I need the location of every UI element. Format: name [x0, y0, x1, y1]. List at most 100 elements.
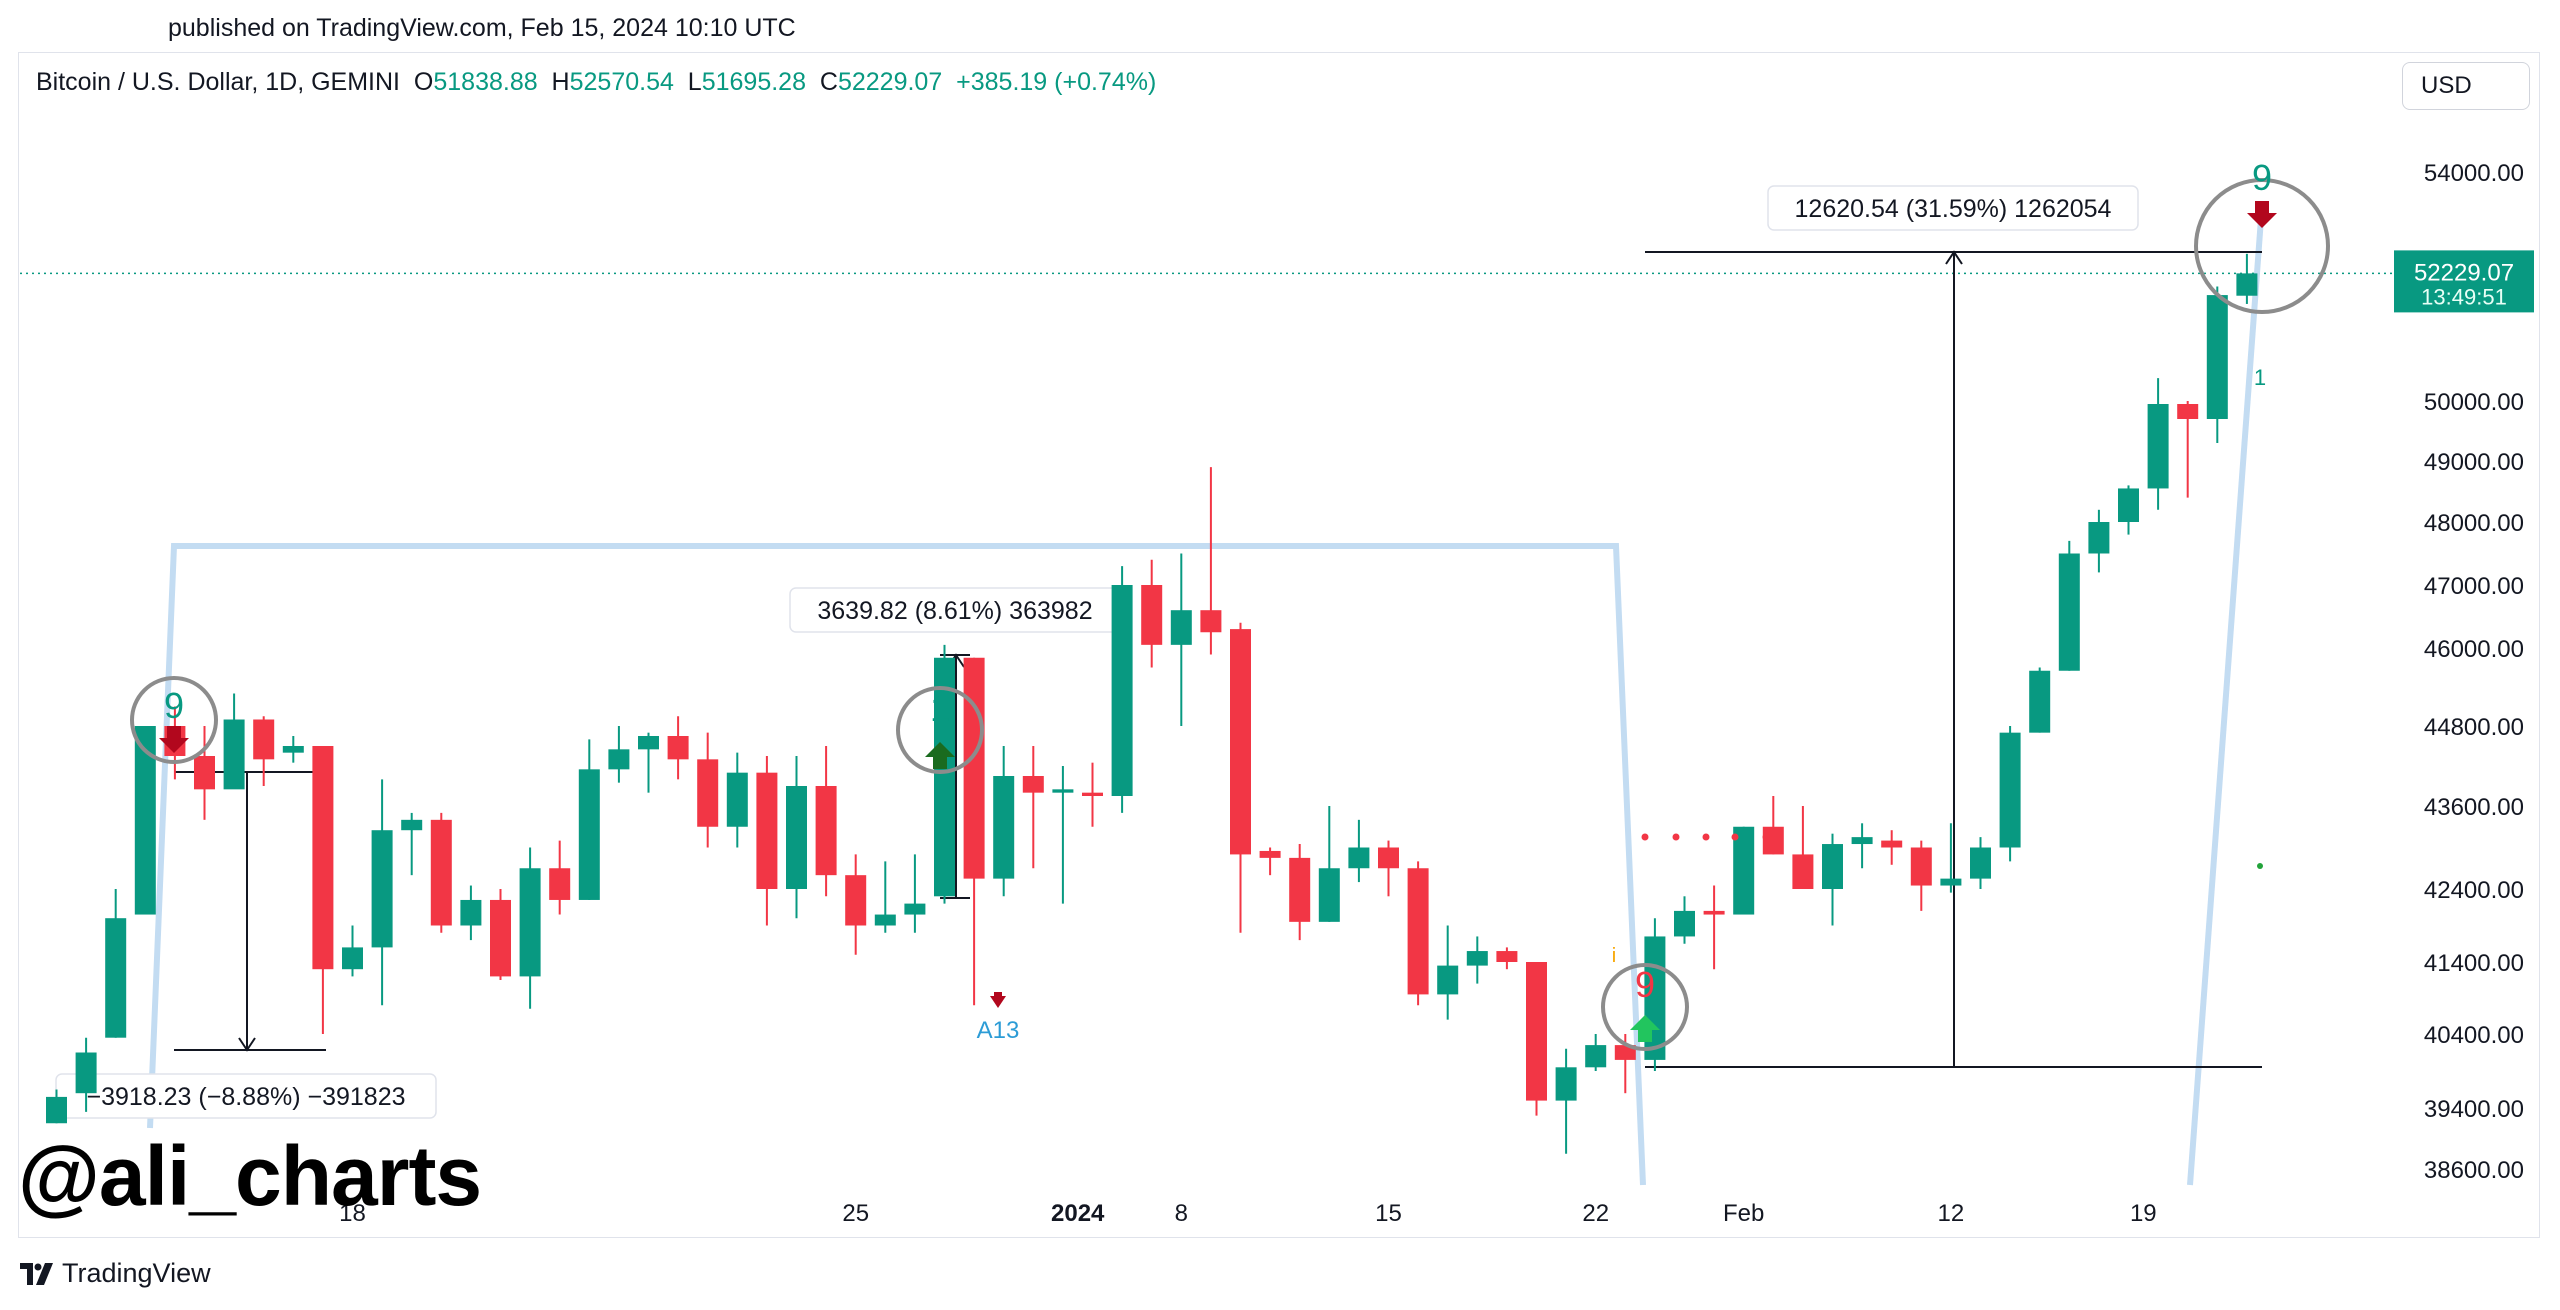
candle[interactable] [46, 1089, 67, 1124]
candle[interactable] [2088, 509, 2110, 573]
candle[interactable] [1141, 559, 1163, 668]
candle[interactable] [1940, 823, 1962, 893]
symbol-title[interactable]: Bitcoin / U.S. Dollar, 1D, GEMINI [36, 68, 400, 96]
arrow-up-icon [1630, 1015, 1660, 1042]
candle[interactable] [726, 752, 748, 848]
signal-circle [1601, 963, 1689, 1051]
candle[interactable] [1792, 806, 1814, 889]
candle[interactable] [223, 693, 245, 790]
td-signal[interactable]: 9 [2194, 157, 2330, 314]
candle[interactable] [1111, 566, 1133, 813]
candle[interactable] [638, 732, 659, 793]
candle[interactable] [1230, 622, 1251, 933]
candle[interactable] [1289, 844, 1311, 941]
measurement-layer: 3639.82 (8.61%) 363982 12620.54 (31.59%) … [55, 185, 2262, 1119]
candle[interactable] [904, 854, 926, 933]
candle[interactable] [2147, 378, 2169, 510]
candle[interactable] [1437, 925, 1459, 1020]
candle[interactable] [1318, 806, 1340, 922]
tradingview-logo[interactable]: TradingView [20, 1258, 211, 1289]
measure-label-text: −3918.23 (−8.88%) −391823 [86, 1083, 405, 1111]
candle[interactable] [993, 746, 1015, 897]
measure-label-jan[interactable]: 3639.82 (8.61%) 363982 [789, 587, 1121, 633]
candle[interactable] [1733, 826, 1755, 915]
range-guide-line[interactable] [147, 543, 1646, 1186]
candle[interactable] [460, 885, 482, 941]
candle[interactable] [1822, 833, 1843, 926]
currency-selector[interactable]: USD [2402, 62, 2530, 110]
candle[interactable] [2236, 253, 2258, 304]
candle-body [134, 726, 156, 915]
candle[interactable] [2118, 485, 2139, 535]
candle[interactable] [1407, 861, 1429, 1006]
candle[interactable] [519, 847, 541, 1009]
candle[interactable] [549, 840, 571, 915]
candle[interactable] [845, 854, 867, 955]
candle[interactable] [134, 726, 156, 915]
candle[interactable] [608, 726, 630, 783]
candle[interactable] [401, 812, 423, 876]
td-signal[interactable]: 9 [130, 676, 218, 764]
candle[interactable] [253, 716, 275, 786]
candle[interactable] [1259, 847, 1281, 876]
candle[interactable] [667, 716, 689, 780]
candle[interactable] [786, 756, 807, 919]
candle-body [845, 875, 867, 926]
candle[interactable] [75, 1037, 97, 1112]
candle[interactable] [342, 925, 363, 977]
candle-body [1970, 847, 1991, 879]
candle[interactable] [1200, 467, 1222, 655]
td-signal[interactable]: 1 [896, 686, 984, 774]
candle[interactable] [1052, 766, 1074, 904]
candle[interactable] [1762, 796, 1784, 855]
candle[interactable] [697, 732, 719, 848]
candle[interactable] [1970, 837, 1991, 889]
measure-tool-feb[interactable] [1645, 250, 2262, 1068]
candle[interactable] [194, 726, 215, 820]
arrow-down-icon [2247, 201, 2277, 228]
candle[interactable] [1851, 823, 1873, 869]
candle[interactable] [1170, 553, 1192, 727]
candle[interactable] [2029, 667, 2051, 733]
candle[interactable] [1910, 840, 1932, 911]
candle[interactable] [578, 739, 600, 900]
candle[interactable] [1348, 819, 1370, 883]
measure-tool-dec[interactable] [174, 771, 326, 1052]
candle[interactable] [430, 812, 452, 933]
candle[interactable] [1082, 762, 1103, 827]
markers-layer: 9 1 9 9 A13 1 i [130, 157, 2330, 1051]
y-tick-label: 38600.00 [2424, 1157, 2524, 1184]
measure-label-dec[interactable]: −3918.23 (−8.88%) −391823 [55, 1073, 437, 1119]
candle[interactable] [1585, 1034, 1607, 1071]
candle[interactable] [963, 657, 985, 1006]
candle[interactable] [2177, 401, 2199, 498]
candle[interactable] [1022, 746, 1044, 869]
candle[interactable] [490, 889, 511, 980]
candle[interactable] [756, 756, 778, 926]
breakout-guide-line[interactable] [2187, 204, 2265, 1186]
candle[interactable] [1378, 840, 1399, 897]
candle[interactable] [312, 746, 334, 1034]
candle[interactable] [1466, 936, 1488, 984]
candle-body [1999, 732, 2021, 848]
measure-label-feb[interactable]: 12620.54 (31.59%) 1262054 [1767, 185, 2139, 231]
candle[interactable] [1703, 885, 1725, 970]
candle[interactable] [815, 746, 837, 897]
candle[interactable] [1999, 726, 2021, 862]
candle[interactable] [874, 861, 896, 933]
candle[interactable] [2206, 286, 2228, 444]
candle[interactable] [1496, 947, 1518, 970]
a13-marker[interactable]: A13 [977, 992, 1020, 1044]
candle[interactable] [105, 889, 127, 1038]
candle[interactable] [371, 779, 393, 1006]
candle[interactable] [1674, 896, 1695, 944]
candle[interactable] [282, 736, 304, 763]
candle[interactable] [1555, 1048, 1577, 1154]
candle[interactable] [934, 644, 955, 904]
candle[interactable] [2058, 540, 2080, 671]
candle[interactable] [1526, 962, 1547, 1116]
candle[interactable] [1881, 830, 1903, 865]
td-signal[interactable]: 9 [1601, 963, 1689, 1051]
